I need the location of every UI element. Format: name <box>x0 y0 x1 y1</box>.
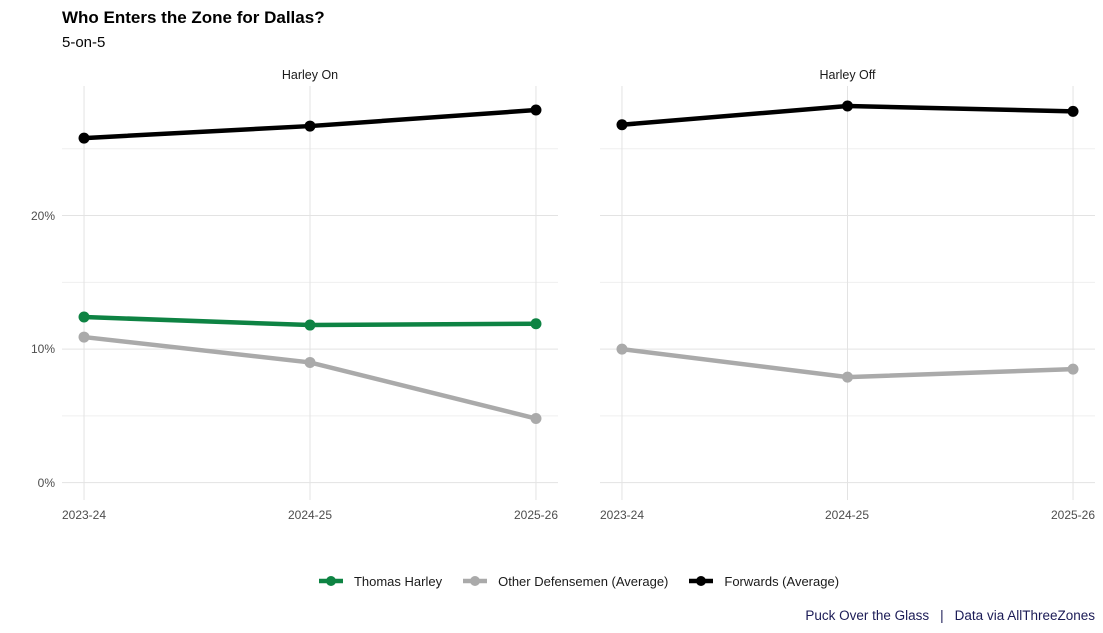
caption-source-left: Puck Over the Glass <box>805 608 930 623</box>
chart-title: Who Enters the Zone for Dallas? <box>62 8 325 27</box>
y-tick-10: 10% <box>30 342 55 356</box>
legend-key-line-icon <box>318 576 343 586</box>
legend-label: Thomas Harley <box>353 573 443 589</box>
facet-label-harley-on: Harley On <box>281 68 339 82</box>
data-point <box>304 356 316 368</box>
x-tick-off-2024: 2024-25 <box>824 508 870 522</box>
facet-label-harley-off: Harley Off <box>819 68 876 82</box>
data-point <box>842 371 853 383</box>
legend-item-forwards: Forwards (Average) <box>688 574 839 589</box>
data-point <box>616 343 628 355</box>
data-point <box>530 104 542 116</box>
x-tick-off-2025: 2025-26 <box>1050 508 1096 522</box>
data-point <box>78 331 90 343</box>
data-point <box>1067 105 1079 117</box>
legend-label: Forwards (Average) <box>724 573 840 589</box>
y-tick-20: 20% <box>30 209 55 223</box>
caption-source-right: Data via AllThreeZones <box>954 608 1095 623</box>
legend-item-thomas-harley: Thomas Harley <box>318 574 442 589</box>
caption-separator: | <box>940 608 944 623</box>
chart-subtitle: 5-on-5 <box>62 34 106 51</box>
chart-caption: Puck Over the Glass | Data via AllThreeZ… <box>805 608 1095 623</box>
legend-key-line-icon <box>689 576 714 586</box>
data-point <box>530 318 542 330</box>
data-point <box>304 319 316 331</box>
data-point <box>616 119 628 131</box>
panel-harley-on-plot <box>62 86 558 500</box>
x-tick-off-2023: 2023-24 <box>599 508 645 522</box>
data-point <box>530 413 542 425</box>
x-tick-on-2023: 2023-24 <box>61 508 107 522</box>
panel-harley-off-plot <box>600 86 1095 500</box>
data-point <box>304 120 316 132</box>
data-point <box>78 132 90 144</box>
y-tick-0: 0% <box>37 476 55 490</box>
data-point <box>842 100 853 112</box>
data-point <box>78 311 90 323</box>
legend: Thomas Harley Other Defensemen (Average)… <box>62 571 1095 591</box>
x-tick-on-2025: 2025-26 <box>513 508 559 522</box>
x-tick-on-2024: 2024-25 <box>287 508 333 522</box>
data-point <box>1067 363 1079 375</box>
legend-label: Other Defensemen (Average) <box>498 573 669 589</box>
legend-item-other-defensemen: Other Defensemen (Average) <box>462 574 668 589</box>
legend-key-line-icon <box>463 576 488 586</box>
